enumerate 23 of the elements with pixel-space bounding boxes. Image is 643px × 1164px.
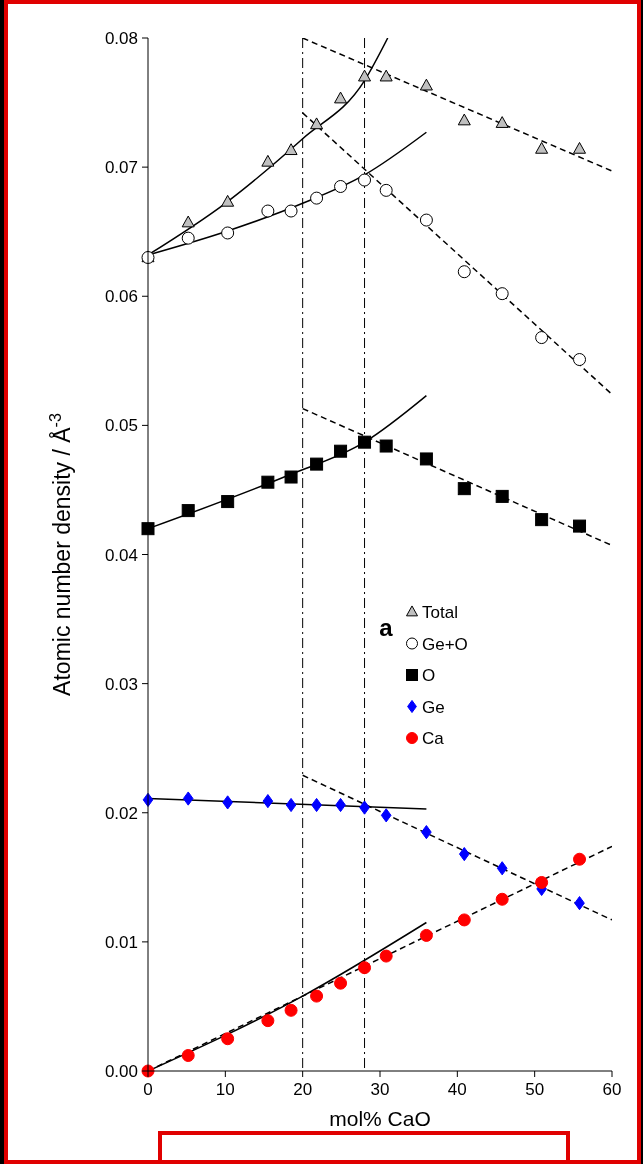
x-tick-label: 10 <box>215 1080 235 1099</box>
legend-label: Ca <box>422 729 445 748</box>
y-tick-label: 0.06 <box>104 287 138 307</box>
annotation: a <box>379 614 394 641</box>
y-tick-label: 0.02 <box>104 803 138 823</box>
legend-label: O <box>422 666 436 685</box>
y-tick-label: 0.03 <box>104 674 138 694</box>
legend-label: Total <box>422 603 458 622</box>
x-tick-label: 20 <box>293 1080 313 1099</box>
x-tick-label: 30 <box>370 1080 390 1099</box>
x-axis-title: mol% CaO <box>329 1107 431 1130</box>
y-tick-label: 0.04 <box>104 545 138 565</box>
y-tick-label: 0.01 <box>104 932 138 952</box>
legend-label: Ge+O <box>422 634 468 654</box>
y-tick-label: 0.05 <box>104 416 138 436</box>
y-tick-label: 0.08 <box>104 29 138 48</box>
x-tick-label: 0 <box>143 1080 153 1099</box>
legend-label: Ge <box>422 697 445 717</box>
x-tick-label: 40 <box>447 1080 467 1099</box>
x-tick-label: 60 <box>602 1080 622 1099</box>
y-tick-label: 0.00 <box>104 1062 138 1081</box>
y-tick-label: 0.07 <box>104 158 138 178</box>
x-tick-label: 50 <box>525 1080 545 1099</box>
